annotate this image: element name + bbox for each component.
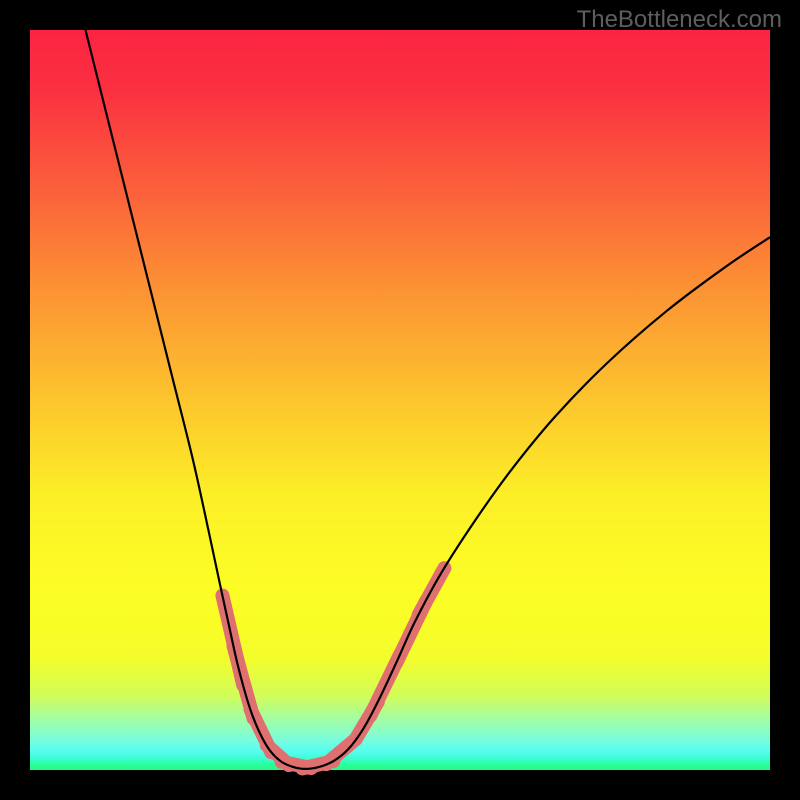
markers-group bbox=[222, 568, 444, 768]
curve-layer bbox=[30, 30, 770, 770]
plot-area bbox=[30, 30, 770, 770]
figure-root: TheBottleneck.com bbox=[0, 0, 800, 800]
v-curve bbox=[86, 30, 771, 769]
